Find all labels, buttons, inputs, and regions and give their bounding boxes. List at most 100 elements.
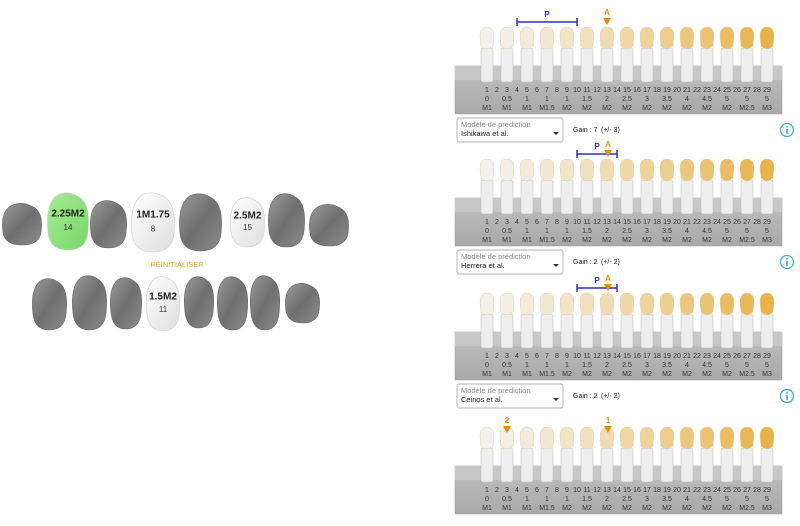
shade-tab[interactable] [619,292,635,316]
shade-tab[interactable] [519,26,535,50]
shade-tab[interactable] [639,426,655,450]
tooth[interactable] [47,192,89,251]
shade-tab[interactable] [579,426,595,450]
tooth[interactable] [216,276,249,331]
shade-tab[interactable] [659,292,675,316]
shade-tab[interactable] [499,158,515,182]
shade-number: 21 [683,87,691,94]
shade-tab[interactable] [599,26,615,50]
shade-model: M1 [502,237,512,244]
shade-tab[interactable] [699,426,715,450]
shade-tab[interactable] [719,426,735,450]
shade-tab[interactable] [639,26,655,50]
shade-tab[interactable] [759,426,775,450]
shade-tab[interactable] [519,292,535,316]
shade-model: M1.5 [539,371,555,378]
shade-tab[interactable] [719,292,735,316]
tooth[interactable] [131,192,175,253]
shade-tab[interactable] [699,26,715,50]
shade-tab[interactable] [659,26,675,50]
reset-button[interactable]: RÉINITIALISER [150,260,204,269]
p-label: P [594,276,600,285]
shade-tab[interactable] [759,26,775,50]
shade-tab[interactable] [639,158,655,182]
shade-tab[interactable] [579,26,595,50]
tooth[interactable] [146,276,180,332]
shade-model: M2 [562,105,572,112]
shade-tab[interactable] [699,158,715,182]
shade-number: 9 [565,219,569,226]
shade-tab[interactable] [519,158,535,182]
model-dropdown[interactable] [456,383,564,409]
shade-tab[interactable] [599,426,615,450]
shade-tab[interactable] [539,426,555,450]
shade-tab[interactable] [659,158,675,182]
tooth-shade: 1M1.75 [136,209,170,220]
shade-tab[interactable] [759,292,775,316]
shade-value: 3 [645,362,649,369]
shade-guide-ridge [455,332,782,346]
shade-tab[interactable] [579,158,595,182]
model-dropdown[interactable] [456,249,564,275]
shade-tab[interactable] [619,158,635,182]
shade-tab[interactable] [719,158,735,182]
shade-tab[interactable] [559,26,575,50]
tooth[interactable] [230,197,265,248]
tooth[interactable] [249,275,281,331]
shade-tab[interactable] [659,426,675,450]
shade-model: M3 [762,505,772,512]
p-label: P [544,10,550,19]
shade-tab[interactable] [619,426,635,450]
shade-tab[interactable] [519,426,535,450]
shade-tab[interactable] [579,292,595,316]
shade-value: 0 [485,362,489,369]
shade-tab[interactable] [479,26,495,50]
shade-tab[interactable] [739,426,755,450]
shade-tab[interactable] [479,292,495,316]
shade-tab[interactable] [559,426,575,450]
shade-number: 27 [743,353,751,360]
shade-tab[interactable] [499,292,515,316]
shade-tab[interactable] [739,26,755,50]
shade-tab[interactable] [599,158,615,182]
shade-tab[interactable] [499,26,515,50]
tooth[interactable] [309,204,349,247]
shade-tab[interactable] [739,158,755,182]
shade-tab[interactable] [619,26,635,50]
shade-tab[interactable] [699,292,715,316]
shade-tab[interactable] [759,158,775,182]
shade-number: 2 [495,353,499,360]
shade-tab[interactable] [559,158,575,182]
tooth[interactable] [90,200,127,249]
shade-tab[interactable] [679,158,695,182]
shade-model: M2 [602,237,612,244]
tooth[interactable] [72,275,107,331]
model-dropdown[interactable] [456,117,564,143]
shade-number: 15 [623,487,631,494]
shade-value: 2.5 [622,362,632,369]
tooth[interactable] [32,278,67,331]
shade-tab[interactable] [479,426,495,450]
tooth[interactable] [268,193,305,248]
shade-model: M3 [762,105,772,112]
tooth[interactable] [285,282,320,324]
shade-tab[interactable] [539,26,555,50]
shade-tab[interactable] [639,292,655,316]
shade-tab[interactable] [499,426,515,450]
shade-tab[interactable] [739,292,755,316]
shade-tab[interactable] [599,292,615,316]
shade-value: 0 [485,96,489,103]
shade-tab[interactable] [679,426,695,450]
shade-model: M1 [522,505,532,512]
shade-tab[interactable] [479,158,495,182]
shade-tab[interactable] [539,158,555,182]
shade-tab[interactable] [559,292,575,316]
tooth[interactable] [179,193,222,252]
shade-tab[interactable] [679,26,695,50]
tooth[interactable] [110,277,142,330]
shade-tab[interactable] [539,292,555,316]
tooth[interactable] [2,203,42,246]
shade-tab[interactable] [719,26,735,50]
tooth[interactable] [183,276,215,329]
shade-tab[interactable] [679,292,695,316]
